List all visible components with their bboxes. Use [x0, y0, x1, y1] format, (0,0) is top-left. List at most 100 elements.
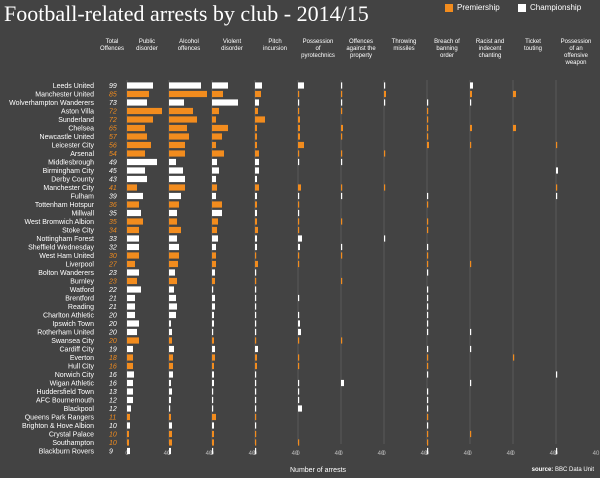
club-total: 20 — [108, 321, 117, 328]
tick-label-40-10: 40 — [593, 451, 600, 457]
bar — [341, 379, 344, 387]
bar — [341, 90, 343, 98]
bar — [255, 235, 257, 242]
bar — [127, 447, 130, 455]
bar — [255, 107, 258, 115]
bar — [127, 252, 139, 259]
bar — [169, 82, 201, 89]
bar — [427, 388, 429, 395]
bar — [427, 124, 429, 132]
bar — [556, 167, 558, 174]
bar — [298, 354, 300, 361]
tick-label-40-5: 40 — [378, 451, 385, 457]
bar — [298, 235, 302, 242]
bar — [127, 192, 143, 200]
club-total: 99 — [109, 83, 117, 90]
club-name: Bolton Wanderers — [38, 270, 94, 277]
bar — [212, 286, 214, 293]
bar — [427, 413, 429, 421]
club-name: Hull City — [68, 363, 95, 370]
bar — [127, 413, 130, 421]
club-total: 10 — [109, 423, 117, 430]
bar — [255, 388, 257, 395]
bar — [341, 99, 343, 106]
bar — [169, 379, 171, 387]
bar — [427, 362, 429, 370]
bar — [427, 141, 429, 149]
bar — [127, 175, 147, 183]
bar — [427, 218, 429, 225]
column-header-6: Throwing missiles — [392, 39, 417, 52]
bar — [169, 150, 185, 157]
club-total: 49 — [109, 159, 117, 166]
bar — [384, 235, 386, 242]
club-name: Blackpool — [64, 406, 95, 413]
club-name: West Ham United — [39, 253, 94, 260]
bar — [169, 90, 207, 98]
bar — [169, 303, 177, 310]
bar — [169, 320, 171, 327]
bar — [255, 430, 257, 438]
bar — [255, 422, 257, 429]
tick-label-0-8: 0 — [468, 451, 472, 457]
bar — [169, 328, 172, 336]
bar — [127, 320, 139, 327]
bar — [470, 99, 472, 106]
bar — [212, 107, 219, 115]
club-name: Huddersfield Town — [37, 389, 95, 396]
bar — [212, 405, 214, 412]
bar — [384, 150, 386, 157]
bar — [255, 82, 262, 89]
club-total: 12 — [109, 397, 117, 404]
club-total: 20 — [108, 329, 117, 336]
bar — [255, 175, 257, 183]
bar — [255, 167, 259, 174]
club-name: Tottenham Hotspur — [35, 202, 95, 209]
bar — [255, 192, 257, 200]
club-total: 23 — [108, 278, 117, 285]
bar — [298, 107, 300, 115]
bar — [127, 430, 129, 438]
bar — [513, 90, 516, 98]
club-total: 22 — [108, 287, 117, 294]
column-header-4: Possession of pyrotechnics — [301, 39, 335, 59]
club-total: 41 — [109, 185, 117, 192]
bar — [427, 286, 429, 293]
bar — [212, 337, 214, 344]
bar — [255, 277, 257, 285]
club-total: 11 — [109, 414, 116, 421]
bar — [384, 99, 386, 106]
bar — [169, 209, 177, 217]
bar — [127, 277, 137, 285]
bar — [212, 388, 214, 395]
bar — [127, 226, 139, 234]
bar — [127, 422, 130, 429]
club-total: 39 — [109, 193, 117, 200]
tick-label-40-4: 40 — [335, 451, 342, 457]
column-header-2: Violent disorder — [221, 39, 243, 52]
bar — [169, 141, 185, 149]
bar — [169, 201, 179, 208]
bar — [298, 311, 300, 319]
club-total: 30 — [109, 253, 117, 260]
bar — [255, 413, 257, 421]
bar — [127, 167, 145, 174]
bar — [255, 243, 257, 251]
club-name: Arsenal — [70, 151, 94, 158]
bar — [255, 354, 257, 361]
bar — [169, 294, 176, 302]
bar — [169, 107, 193, 115]
bar — [427, 269, 429, 276]
bar — [127, 388, 133, 395]
bar — [212, 277, 215, 285]
source-label: source: — [531, 467, 554, 473]
bar — [341, 337, 343, 344]
bar — [169, 226, 181, 234]
bar — [298, 388, 300, 395]
club-total: 16 — [109, 372, 117, 379]
bar — [212, 124, 228, 132]
bar — [427, 294, 429, 302]
bar — [255, 158, 259, 166]
bar — [212, 133, 222, 140]
bar — [255, 226, 258, 234]
